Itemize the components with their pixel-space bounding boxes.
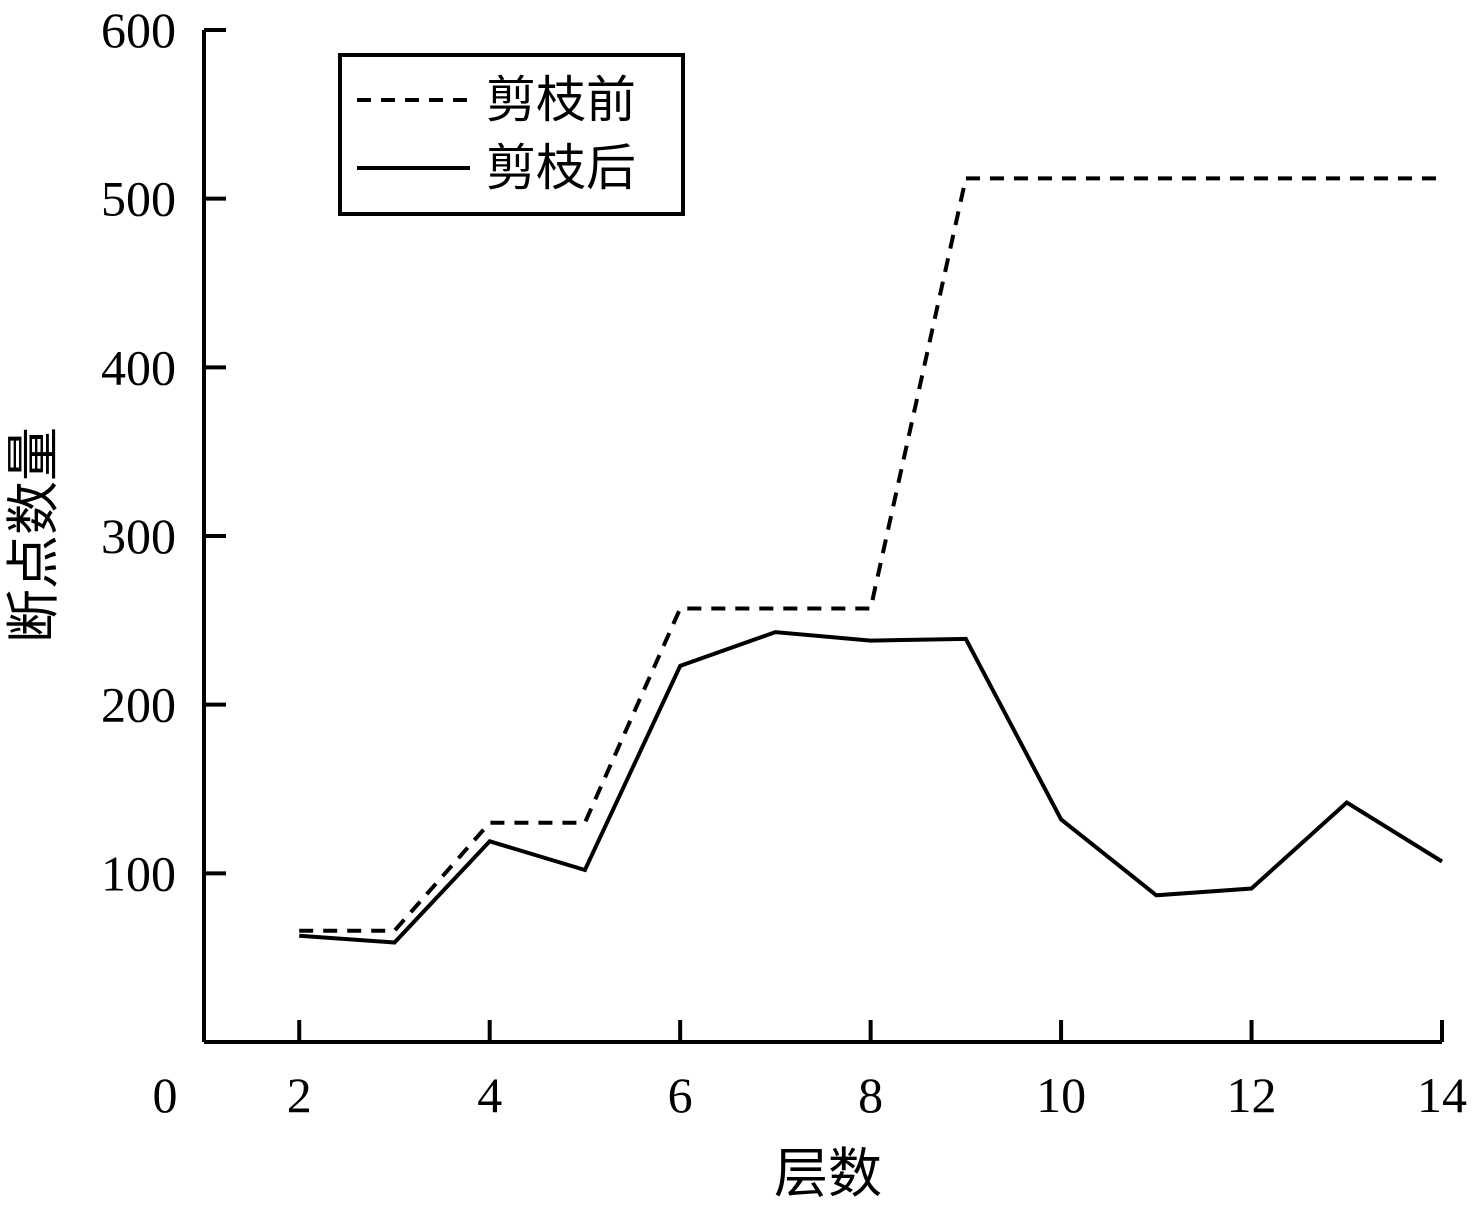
x-tick-label: 8	[858, 1067, 883, 1123]
y-tick-label: 500	[101, 171, 176, 227]
x-tick-label: 12	[1227, 1067, 1277, 1123]
series-line-2	[299, 630, 1444, 945]
y-tick-label: 600	[101, 2, 176, 58]
y-axis-title: 断点数量	[2, 427, 65, 643]
series-lines	[299, 176, 1444, 945]
legend-label-series-1: 剪枝前	[486, 71, 636, 129]
series-line-1	[299, 176, 1442, 933]
x-tick-label: 2	[287, 1067, 312, 1123]
y-tick-label: 100	[101, 845, 176, 901]
ticks: 100 200 300 400 500 600 2 4 6 8 10 12 14	[101, 2, 1467, 1123]
x-axis-title: 层数	[774, 1142, 882, 1205]
x-tick-label: 10	[1036, 1067, 1086, 1123]
legend: 剪枝前 剪枝后	[338, 53, 685, 216]
y-tick-label: 200	[101, 677, 176, 733]
x-tick-label: 14	[1417, 1067, 1467, 1123]
legend-box	[338, 53, 685, 216]
x-tick-label: 6	[668, 1067, 693, 1123]
x-tick-label: 4	[477, 1067, 502, 1123]
y-tick-label: 400	[101, 339, 176, 395]
legend-label-series-2: 剪枝后	[486, 139, 636, 197]
y-tick-label: 300	[101, 508, 176, 564]
origin-tick-label: 0	[153, 1067, 178, 1123]
